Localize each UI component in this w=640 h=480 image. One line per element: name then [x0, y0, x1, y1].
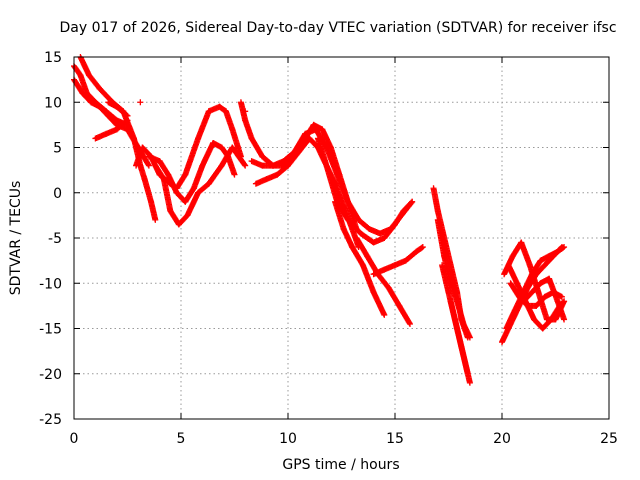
- data-point: [145, 162, 152, 169]
- x-tick-label: 20: [493, 431, 511, 447]
- data-track: [520, 275, 568, 323]
- data-track: [145, 139, 238, 205]
- data-point: [560, 299, 567, 306]
- data-track: [332, 198, 388, 318]
- data-track: [501, 239, 568, 323]
- data-point: [406, 320, 413, 327]
- x-tick-label: 5: [177, 431, 186, 447]
- y-axis-label: SDTVAR / TECUs: [8, 181, 24, 296]
- data-track: [92, 117, 131, 142]
- data-track: [327, 153, 416, 237]
- data-track: [152, 144, 249, 228]
- data-point: [137, 99, 144, 106]
- data-point: [231, 171, 238, 178]
- x-tick-label: 10: [279, 431, 297, 447]
- y-tick-label: -20: [39, 367, 62, 383]
- y-tick-label: 10: [44, 95, 62, 111]
- y-tick-label: 0: [53, 186, 62, 202]
- data-point: [285, 162, 291, 169]
- data-point: [124, 112, 131, 119]
- data-point: [466, 334, 473, 341]
- data-track: [353, 235, 413, 327]
- data-point: [409, 198, 416, 205]
- data-points: [71, 54, 568, 386]
- data-point: [466, 379, 473, 386]
- data-track: [105, 99, 131, 119]
- data-point: [241, 161, 248, 168]
- data-point: [558, 293, 565, 300]
- y-tick-label: -10: [39, 276, 62, 292]
- data-point: [381, 311, 388, 318]
- data-point: [561, 316, 568, 323]
- data-point: [242, 162, 249, 169]
- data-track: [370, 244, 426, 278]
- x-tick-label: 25: [600, 431, 618, 447]
- y-tick-label: 5: [53, 141, 62, 157]
- x-tick-label: 0: [70, 431, 79, 447]
- data-point: [123, 118, 130, 125]
- data-point: [419, 244, 426, 251]
- data-point: [561, 298, 568, 305]
- plot-frame: [73, 56, 610, 420]
- chart-title: Day 017 of 2026, Sidereal Day-to-day VTE…: [59, 20, 616, 36]
- y-tick-label: -5: [48, 231, 62, 247]
- data-point: [408, 199, 415, 206]
- data-point: [561, 244, 568, 251]
- data-track: [434, 216, 473, 341]
- y-tick-label: -15: [39, 322, 62, 338]
- data-point: [152, 216, 159, 223]
- x-axis-label: GPS time / hours: [282, 457, 399, 473]
- data-point: [242, 108, 249, 115]
- data-track: [447, 298, 473, 386]
- y-tick-label: -25: [39, 412, 62, 428]
- x-tick-label: 15: [386, 431, 404, 447]
- data-point: [123, 112, 130, 119]
- tick-labels: 0 5 10 15 20 25 -25 -20 -15 -10 -5 0 5 10 15: [39, 50, 618, 447]
- y-tick-label: 15: [44, 50, 62, 66]
